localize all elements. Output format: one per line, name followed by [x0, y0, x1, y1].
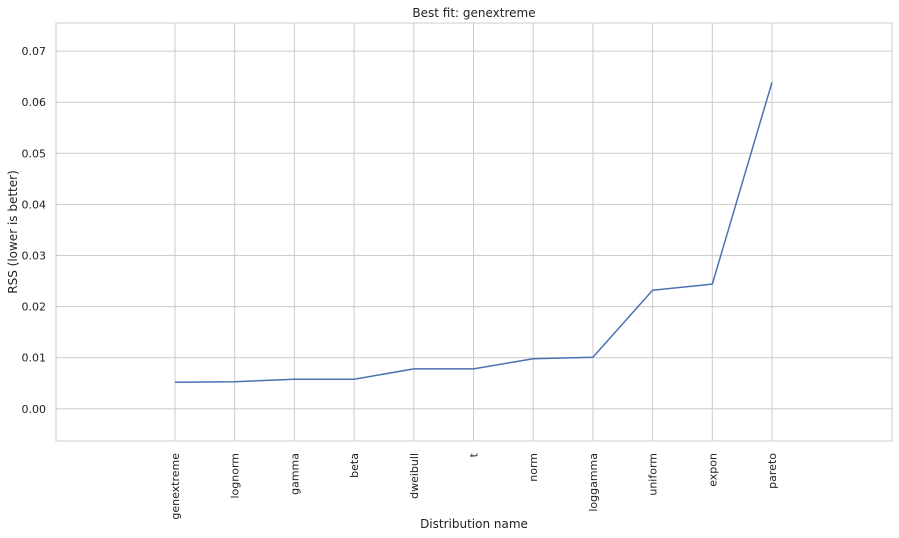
y-axis-label: RSS (lower is better)	[6, 170, 20, 294]
y-tick-label: 0.02	[22, 301, 47, 314]
x-tick-label: pareto	[766, 453, 779, 489]
x-tick-label: norm	[527, 453, 540, 482]
chart-title: Best fit: genextreme	[412, 6, 535, 20]
x-tick-label: t	[468, 452, 481, 457]
x-tick-label: gamma	[288, 453, 301, 495]
y-tick-label: 0.04	[22, 198, 47, 211]
x-tick-label: expon	[706, 453, 719, 487]
y-axis-ticks: 0.00 0.01 0.02 0.03 0.04 0.05 0.06 0.07	[22, 45, 47, 416]
grid-lines	[56, 23, 892, 441]
x-tick-label: beta	[348, 453, 361, 478]
x-tick-label: lognorm	[229, 453, 242, 499]
y-tick-label: 0.03	[22, 250, 47, 263]
series-line	[174, 82, 773, 383]
x-tick-label: dweibull	[408, 453, 421, 499]
x-axis-ticks: genextreme lognorm gamma beta dweibull t norm l…	[169, 452, 779, 519]
x-tick-label: uniform	[647, 453, 660, 496]
y-tick-label: 0.01	[22, 352, 47, 365]
y-tick-label: 0.00	[22, 403, 47, 416]
y-tick-label: 0.07	[22, 45, 47, 58]
x-axis-label: Distribution name	[420, 517, 528, 531]
y-tick-label: 0.06	[22, 96, 47, 109]
plot-area	[55, 22, 893, 442]
x-tick-label: loggamma	[587, 453, 600, 512]
y-tick-label: 0.05	[22, 147, 47, 160]
x-tick-label: genextreme	[169, 453, 182, 520]
